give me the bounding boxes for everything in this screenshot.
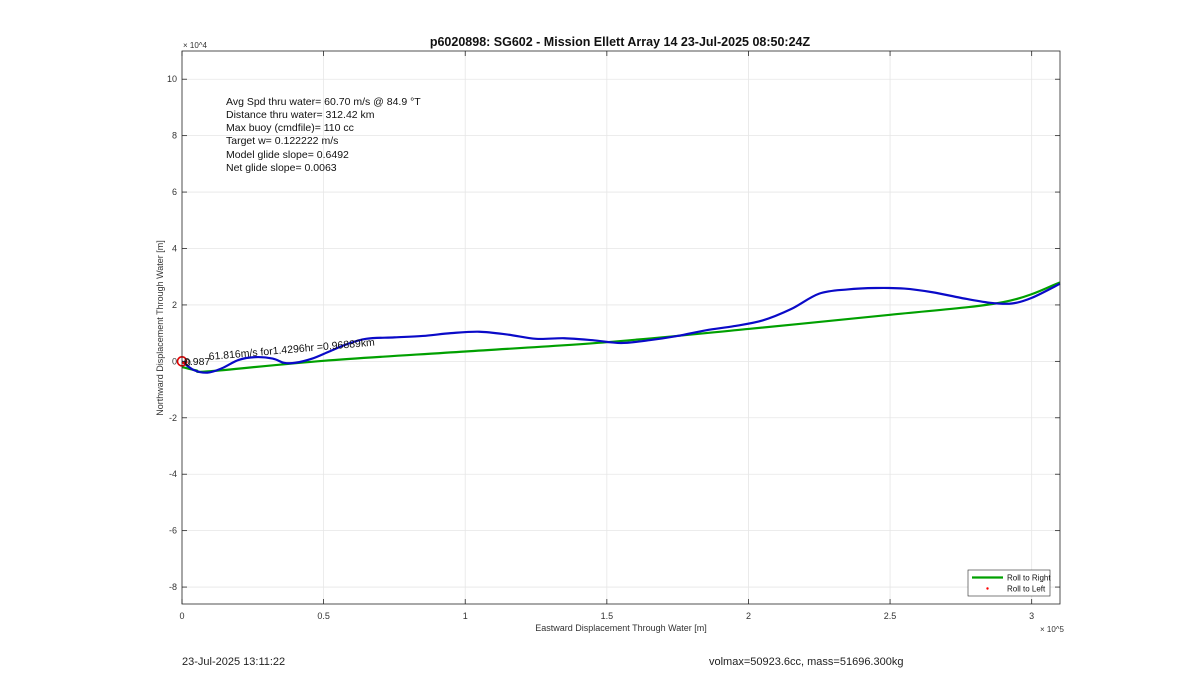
grid: [181, 51, 1060, 604]
annotation-line: Distance thru water= 312.42 km: [226, 109, 375, 121]
legend-label: Roll to Right: [1007, 574, 1051, 583]
y-axis-label: Northward Displacement Through Water [m]: [155, 240, 165, 416]
annotation-line: Model glide slope= 0.6492: [226, 149, 349, 161]
x-tick-label: 2.5: [884, 611, 897, 621]
plot-area: [182, 51, 1060, 604]
legend-swatch-dot: [986, 587, 989, 590]
y-tick-label: 6: [172, 187, 177, 197]
chart-title: p6020898: SG602 - Mission Ellett Array 1…: [430, 35, 811, 49]
y-tick-label: 8: [172, 131, 177, 141]
series-displacement-line: [181, 282, 1061, 374]
series-roll-to-left-point: [182, 361, 185, 365]
y-tick-label: -4: [169, 469, 177, 479]
x-tick-label: 2: [746, 611, 751, 621]
x-tick-label: 1.5: [601, 611, 614, 621]
start-label-overlap: 0: [185, 357, 191, 369]
annotation-line: Target w= 0.122222 m/s: [226, 135, 338, 147]
y-axis-exponent: × 10^4: [183, 41, 208, 50]
legend-box: [967, 569, 1051, 597]
footer-volume-mass: volmax=50923.6cc, mass=51696.300kg: [709, 656, 904, 668]
y-tick-label: -2: [169, 413, 177, 423]
x-tick-label: 0: [179, 611, 184, 621]
annotation-line: Net glide slope= 0.0063: [226, 162, 337, 174]
x-tick-label: 0.5: [317, 611, 330, 621]
annotation-line: Avg Spd thru water= 60.70 m/s @ 84.9 °T: [226, 96, 421, 108]
legend: Roll to Right Roll to Left: [967, 569, 1051, 597]
y-tick-label: 0: [172, 356, 177, 366]
plot-frame: [181, 50, 1061, 605]
annotation-line: Max buoy (cmdfile)= 110 cc: [226, 122, 354, 134]
y-tick-label: -6: [169, 526, 177, 536]
stats-annotation: Avg Spd thru water= 60.70 m/s @ 84.9 °T …: [226, 96, 421, 174]
x-axis-label: Eastward Displacement Through Water [m]: [535, 623, 707, 633]
x-axis-exponent: × 10^5: [1040, 625, 1065, 634]
x-tick-label: 3: [1029, 611, 1034, 621]
series-roll-to-right-line: [181, 281, 1061, 373]
x-tick-label: 1: [463, 611, 468, 621]
ticks: 0 0.5 1 1.5 2 2.5 3 -8 -6 -4 -2 0 2 4 6 8 10: [167, 51, 1060, 621]
y-tick-label: 10: [167, 74, 177, 84]
start-label-overlap: 0.987: [184, 356, 210, 368]
y-tick-label: 4: [172, 244, 177, 254]
legend-label: Roll to Left: [1007, 585, 1046, 594]
y-tick-label: 2: [172, 300, 177, 310]
y-tick-label: -8: [169, 582, 177, 592]
footer-timestamp: 23-Jul-2025 13:11:22: [182, 656, 286, 668]
